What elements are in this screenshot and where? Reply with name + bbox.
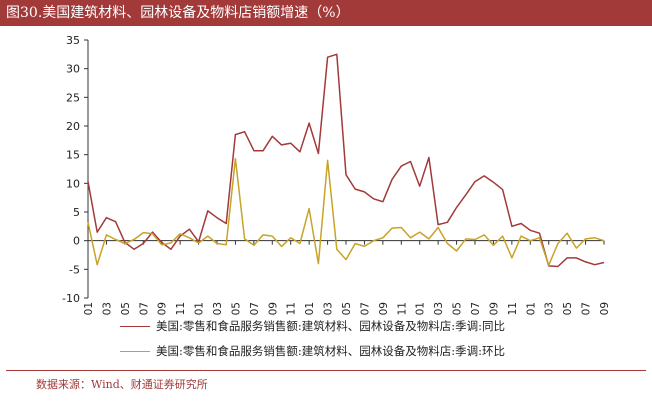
x-tick-label: 2020-05 xyxy=(230,302,242,316)
y-tick-label: -5 xyxy=(69,263,80,276)
x-tick-label: 2021-05 xyxy=(341,302,353,316)
y-tick-label: 20 xyxy=(66,120,80,133)
legend-swatch-yoy xyxy=(120,325,150,327)
x-tick-label: 2021-11 xyxy=(396,302,408,316)
x-tick-label: 2021-03 xyxy=(323,302,335,316)
x-tick-label: 2019-07 xyxy=(138,302,150,316)
series-line-mom xyxy=(87,157,605,267)
y-tick-label: 0 xyxy=(73,235,80,248)
x-tick-label: 2021-01 xyxy=(304,302,316,316)
source-note: 数据来源：Wind、财通证券研究所 xyxy=(36,378,208,391)
x-tick-label: 2022-03 xyxy=(433,302,445,316)
series-line-yoy xyxy=(87,53,605,268)
line-chart: -10 -5 0 5 10 15 20 25 30 35 2019-01 2019-03 2019-05… xyxy=(62,34,611,316)
x-tick-label: 2020-07 xyxy=(249,302,261,316)
x-tick-label: 2023-01 xyxy=(525,302,537,316)
legend-label-mom: 美国:零售和食品服务销售额:建筑材料、园林设备及物料店:季调:环比 xyxy=(156,344,505,358)
x-tick-label: 2020-03 xyxy=(212,302,224,316)
y-tick-label: 15 xyxy=(66,149,80,162)
y-tick-label: 30 xyxy=(66,63,80,76)
x-tick-label: 2023-07 xyxy=(581,302,593,316)
x-tick-label: 2020-01 xyxy=(194,302,206,316)
x-tick-label: 2022-07 xyxy=(470,302,482,316)
x-tick-label: 2022-01 xyxy=(415,302,427,316)
y-tick-label: -10 xyxy=(62,292,80,305)
x-tick-label: 2019-03 xyxy=(101,302,113,316)
x-tick-label: 2020-11 xyxy=(286,302,298,316)
x-tick-label: 2023-03 xyxy=(544,302,556,316)
x-tick-label: 2019-01 xyxy=(83,302,95,316)
y-tick-label: 25 xyxy=(66,91,80,104)
x-tick-label: 2020-09 xyxy=(267,302,279,316)
x-tick-label: 2022-11 xyxy=(507,302,519,316)
x-tick-label: 2021-07 xyxy=(359,302,371,316)
y-tick-label: 5 xyxy=(73,206,80,219)
x-tick-label: 2019-09 xyxy=(157,302,169,316)
x-tick-label: 2023-09 xyxy=(599,302,611,316)
y-tick-label: 10 xyxy=(66,177,80,190)
x-tick-label: 2019-11 xyxy=(175,302,187,316)
x-tick-label: 2019-05 xyxy=(120,302,132,316)
x-tick-label: 2021-09 xyxy=(378,302,390,316)
legend-label-yoy: 美国:零售和食品服务销售额:建筑材料、园林设备及物料店:季调:同比 xyxy=(156,319,505,333)
legend-item-mom: 美国:零售和食品服务销售额:建筑材料、园林设备及物料店:季调:环比 xyxy=(120,343,505,359)
y-tick-label: 35 xyxy=(66,34,80,47)
figure-title: 图30.美国建筑材料、园林设备及物料店销额增速（%） xyxy=(0,0,652,26)
legend-item-yoy: 美国:零售和食品服务销售额:建筑材料、园林设备及物料店:季调:同比 xyxy=(120,318,505,334)
legend-swatch-mom xyxy=(120,350,150,352)
x-tick-label: 2023-05 xyxy=(562,302,574,316)
x-tick-label: 2022-05 xyxy=(452,302,464,316)
x-tick-label: 2022-09 xyxy=(488,302,500,316)
bottom-divider xyxy=(6,370,646,371)
